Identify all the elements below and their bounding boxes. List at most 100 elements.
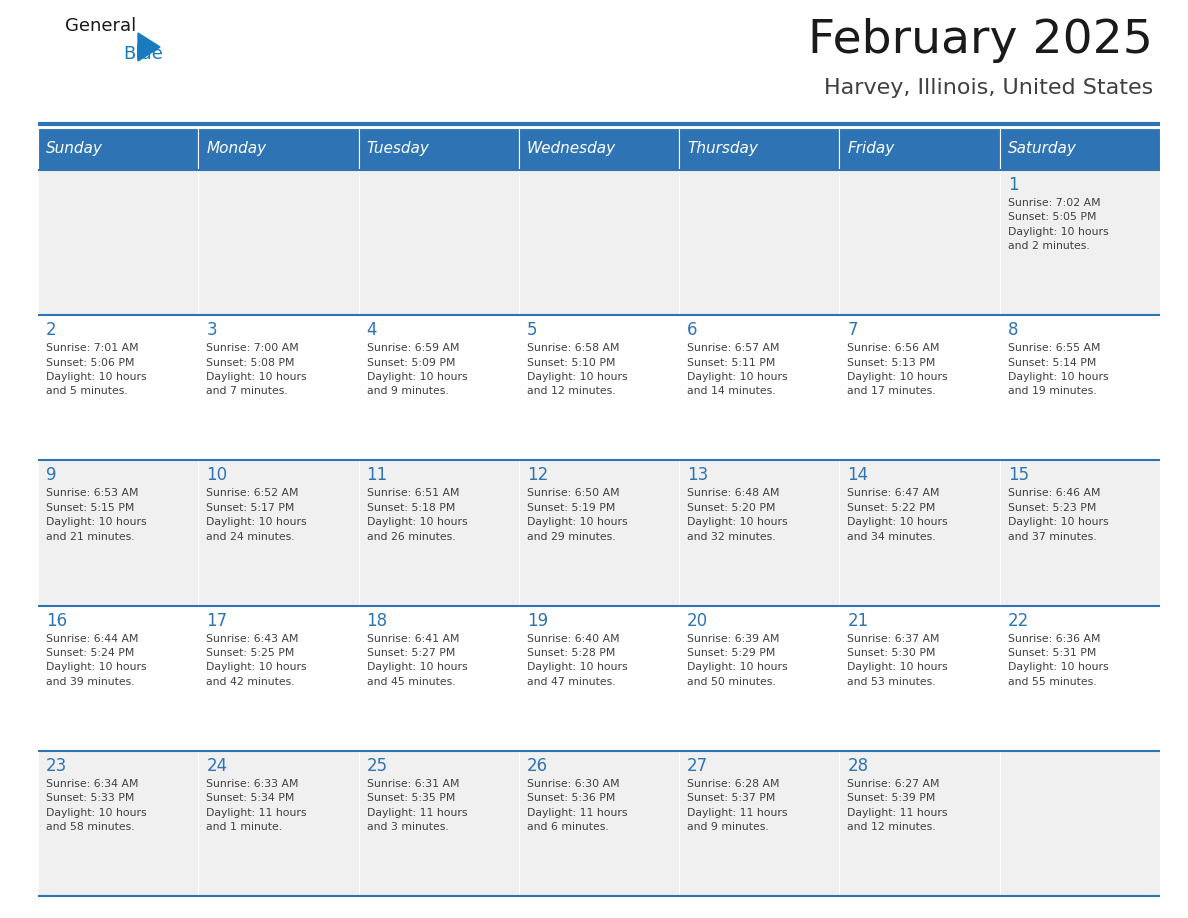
FancyBboxPatch shape — [359, 606, 519, 751]
Text: Sunrise: 7:01 AM
Sunset: 5:06 PM
Daylight: 10 hours
and 5 minutes.: Sunrise: 7:01 AM Sunset: 5:06 PM Dayligh… — [46, 343, 146, 397]
Text: 22: 22 — [1007, 611, 1029, 630]
FancyBboxPatch shape — [1000, 315, 1159, 461]
FancyBboxPatch shape — [1000, 128, 1159, 170]
Text: Sunrise: 6:47 AM
Sunset: 5:22 PM
Daylight: 10 hours
and 34 minutes.: Sunrise: 6:47 AM Sunset: 5:22 PM Dayligh… — [847, 488, 948, 542]
Text: Sunrise: 6:39 AM
Sunset: 5:29 PM
Daylight: 10 hours
and 50 minutes.: Sunrise: 6:39 AM Sunset: 5:29 PM Dayligh… — [687, 633, 788, 687]
Text: Sunrise: 6:33 AM
Sunset: 5:34 PM
Daylight: 11 hours
and 1 minute.: Sunrise: 6:33 AM Sunset: 5:34 PM Dayligh… — [207, 778, 307, 832]
FancyBboxPatch shape — [38, 170, 198, 315]
Text: Sunrise: 6:43 AM
Sunset: 5:25 PM
Daylight: 10 hours
and 42 minutes.: Sunrise: 6:43 AM Sunset: 5:25 PM Dayligh… — [207, 633, 307, 687]
FancyBboxPatch shape — [38, 751, 198, 896]
Text: Sunrise: 6:59 AM
Sunset: 5:09 PM
Daylight: 10 hours
and 9 minutes.: Sunrise: 6:59 AM Sunset: 5:09 PM Dayligh… — [367, 343, 467, 397]
FancyBboxPatch shape — [198, 170, 359, 315]
Text: Sunrise: 6:34 AM
Sunset: 5:33 PM
Daylight: 10 hours
and 58 minutes.: Sunrise: 6:34 AM Sunset: 5:33 PM Dayligh… — [46, 778, 146, 832]
FancyBboxPatch shape — [680, 170, 840, 315]
Text: Friday: Friday — [847, 141, 895, 156]
Text: 2: 2 — [46, 321, 57, 339]
Text: Wednesday: Wednesday — [526, 141, 617, 156]
Text: Sunrise: 6:31 AM
Sunset: 5:35 PM
Daylight: 11 hours
and 3 minutes.: Sunrise: 6:31 AM Sunset: 5:35 PM Dayligh… — [367, 778, 467, 832]
Text: Sunrise: 7:02 AM
Sunset: 5:05 PM
Daylight: 10 hours
and 2 minutes.: Sunrise: 7:02 AM Sunset: 5:05 PM Dayligh… — [1007, 198, 1108, 252]
Text: 21: 21 — [847, 611, 868, 630]
Text: 25: 25 — [367, 756, 387, 775]
Text: Sunrise: 6:48 AM
Sunset: 5:20 PM
Daylight: 10 hours
and 32 minutes.: Sunrise: 6:48 AM Sunset: 5:20 PM Dayligh… — [687, 488, 788, 542]
Text: 17: 17 — [207, 611, 227, 630]
Text: 28: 28 — [847, 756, 868, 775]
Text: Thursday: Thursday — [687, 141, 758, 156]
FancyBboxPatch shape — [519, 461, 680, 606]
Text: 23: 23 — [46, 756, 68, 775]
Text: 18: 18 — [367, 611, 387, 630]
Text: Sunrise: 6:28 AM
Sunset: 5:37 PM
Daylight: 11 hours
and 9 minutes.: Sunrise: 6:28 AM Sunset: 5:37 PM Dayligh… — [687, 778, 788, 832]
Text: Sunrise: 6:44 AM
Sunset: 5:24 PM
Daylight: 10 hours
and 39 minutes.: Sunrise: 6:44 AM Sunset: 5:24 PM Dayligh… — [46, 633, 146, 687]
Text: Sunday: Sunday — [46, 141, 103, 156]
Text: 7: 7 — [847, 321, 858, 339]
Text: February 2025: February 2025 — [808, 18, 1154, 63]
Text: Sunrise: 6:57 AM
Sunset: 5:11 PM
Daylight: 10 hours
and 14 minutes.: Sunrise: 6:57 AM Sunset: 5:11 PM Dayligh… — [687, 343, 788, 397]
FancyBboxPatch shape — [519, 170, 680, 315]
FancyBboxPatch shape — [359, 170, 519, 315]
Text: Sunrise: 6:52 AM
Sunset: 5:17 PM
Daylight: 10 hours
and 24 minutes.: Sunrise: 6:52 AM Sunset: 5:17 PM Dayligh… — [207, 488, 307, 542]
Text: 24: 24 — [207, 756, 227, 775]
FancyBboxPatch shape — [519, 128, 680, 170]
Text: 10: 10 — [207, 466, 227, 485]
Text: 27: 27 — [687, 756, 708, 775]
Text: 1: 1 — [1007, 176, 1018, 194]
Text: Sunrise: 7:00 AM
Sunset: 5:08 PM
Daylight: 10 hours
and 7 minutes.: Sunrise: 7:00 AM Sunset: 5:08 PM Dayligh… — [207, 343, 307, 397]
FancyBboxPatch shape — [680, 751, 840, 896]
FancyBboxPatch shape — [359, 315, 519, 461]
FancyBboxPatch shape — [840, 128, 1000, 170]
FancyBboxPatch shape — [38, 315, 198, 461]
Text: Sunrise: 6:41 AM
Sunset: 5:27 PM
Daylight: 10 hours
and 45 minutes.: Sunrise: 6:41 AM Sunset: 5:27 PM Dayligh… — [367, 633, 467, 687]
Text: 5: 5 — [526, 321, 537, 339]
FancyBboxPatch shape — [680, 128, 840, 170]
Text: 16: 16 — [46, 611, 68, 630]
FancyBboxPatch shape — [38, 461, 198, 606]
Text: General: General — [65, 17, 137, 35]
Text: 6: 6 — [687, 321, 697, 339]
Text: 9: 9 — [46, 466, 57, 485]
FancyBboxPatch shape — [1000, 461, 1159, 606]
FancyBboxPatch shape — [519, 751, 680, 896]
FancyBboxPatch shape — [198, 461, 359, 606]
Text: Sunrise: 6:58 AM
Sunset: 5:10 PM
Daylight: 10 hours
and 12 minutes.: Sunrise: 6:58 AM Sunset: 5:10 PM Dayligh… — [526, 343, 627, 397]
FancyBboxPatch shape — [359, 751, 519, 896]
FancyBboxPatch shape — [680, 315, 840, 461]
Text: Sunrise: 6:50 AM
Sunset: 5:19 PM
Daylight: 10 hours
and 29 minutes.: Sunrise: 6:50 AM Sunset: 5:19 PM Dayligh… — [526, 488, 627, 542]
FancyBboxPatch shape — [1000, 170, 1159, 315]
FancyBboxPatch shape — [840, 170, 1000, 315]
Text: 14: 14 — [847, 466, 868, 485]
FancyBboxPatch shape — [359, 461, 519, 606]
Text: Sunrise: 6:30 AM
Sunset: 5:36 PM
Daylight: 11 hours
and 6 minutes.: Sunrise: 6:30 AM Sunset: 5:36 PM Dayligh… — [526, 778, 627, 832]
FancyBboxPatch shape — [680, 461, 840, 606]
Text: Sunrise: 6:55 AM
Sunset: 5:14 PM
Daylight: 10 hours
and 19 minutes.: Sunrise: 6:55 AM Sunset: 5:14 PM Dayligh… — [1007, 343, 1108, 397]
Text: Sunrise: 6:37 AM
Sunset: 5:30 PM
Daylight: 10 hours
and 53 minutes.: Sunrise: 6:37 AM Sunset: 5:30 PM Dayligh… — [847, 633, 948, 687]
FancyBboxPatch shape — [1000, 751, 1159, 896]
FancyBboxPatch shape — [198, 128, 359, 170]
Text: 11: 11 — [367, 466, 387, 485]
FancyBboxPatch shape — [840, 751, 1000, 896]
Text: Monday: Monday — [207, 141, 266, 156]
Text: Sunrise: 6:46 AM
Sunset: 5:23 PM
Daylight: 10 hours
and 37 minutes.: Sunrise: 6:46 AM Sunset: 5:23 PM Dayligh… — [1007, 488, 1108, 542]
Text: Sunrise: 6:51 AM
Sunset: 5:18 PM
Daylight: 10 hours
and 26 minutes.: Sunrise: 6:51 AM Sunset: 5:18 PM Dayligh… — [367, 488, 467, 542]
Text: Sunrise: 6:53 AM
Sunset: 5:15 PM
Daylight: 10 hours
and 21 minutes.: Sunrise: 6:53 AM Sunset: 5:15 PM Dayligh… — [46, 488, 146, 542]
Text: 26: 26 — [526, 756, 548, 775]
Text: Sunrise: 6:56 AM
Sunset: 5:13 PM
Daylight: 10 hours
and 17 minutes.: Sunrise: 6:56 AM Sunset: 5:13 PM Dayligh… — [847, 343, 948, 397]
FancyBboxPatch shape — [519, 315, 680, 461]
Text: 15: 15 — [1007, 466, 1029, 485]
Text: 13: 13 — [687, 466, 708, 485]
Text: 19: 19 — [526, 611, 548, 630]
FancyBboxPatch shape — [198, 606, 359, 751]
FancyBboxPatch shape — [38, 606, 198, 751]
Text: 4: 4 — [367, 321, 377, 339]
FancyBboxPatch shape — [840, 606, 1000, 751]
FancyBboxPatch shape — [198, 315, 359, 461]
Text: Blue: Blue — [124, 45, 163, 63]
Text: Sunrise: 6:40 AM
Sunset: 5:28 PM
Daylight: 10 hours
and 47 minutes.: Sunrise: 6:40 AM Sunset: 5:28 PM Dayligh… — [526, 633, 627, 687]
Text: Tuesday: Tuesday — [367, 141, 429, 156]
Text: 3: 3 — [207, 321, 217, 339]
Polygon shape — [138, 33, 160, 61]
FancyBboxPatch shape — [519, 606, 680, 751]
FancyBboxPatch shape — [359, 128, 519, 170]
FancyBboxPatch shape — [198, 751, 359, 896]
Text: Sunrise: 6:27 AM
Sunset: 5:39 PM
Daylight: 11 hours
and 12 minutes.: Sunrise: 6:27 AM Sunset: 5:39 PM Dayligh… — [847, 778, 948, 832]
Text: 20: 20 — [687, 611, 708, 630]
